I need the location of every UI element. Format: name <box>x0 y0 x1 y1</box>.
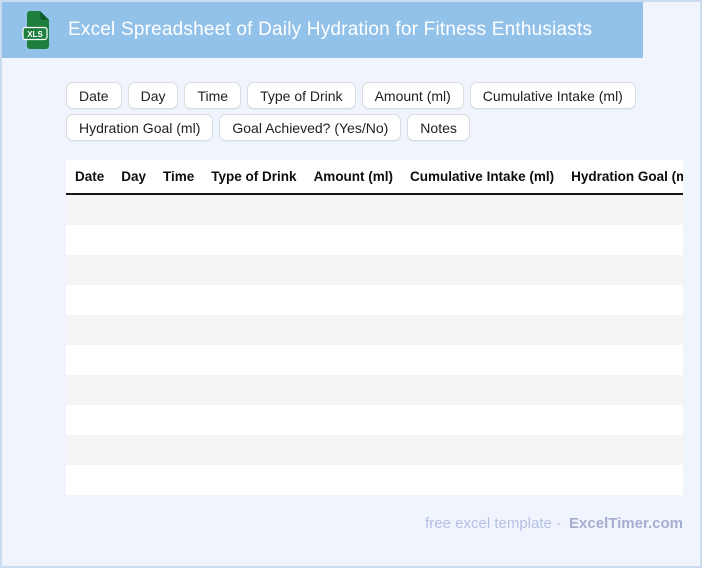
spreadsheet-preview: Date Day Time Type of Drink Amount (ml) Cumul… <box>66 160 683 495</box>
table-row <box>66 255 683 285</box>
xls-badge <box>22 26 48 41</box>
table-row <box>66 225 683 255</box>
file-fold <box>40 11 49 20</box>
chip-goal-achieved-yes-no[interactable]: Goal Achieved? (Yes/No) <box>219 114 402 141</box>
xls-file-icon: XLS <box>22 11 49 49</box>
chip-type-of-drink[interactable]: Type of Drink <box>247 82 356 109</box>
chip-cumulative-intake-ml[interactable]: Cumulative Intake (ml) <box>469 82 636 109</box>
table-row <box>66 285 683 315</box>
column-header-type-of-drink: Type of Drink <box>211 169 297 184</box>
column-chips: Date Day Time Type of Drink Amount (ml) Cumul… <box>66 82 644 141</box>
column-header-time: Time <box>163 169 195 184</box>
table-header-row: Date Day Time Type of Drink Amount (ml) Cumul… <box>66 160 683 195</box>
column-header-amount-ml: Amount (ml) <box>313 169 394 184</box>
column-header-cumulative-intake-ml: Cumulative Intake (ml) <box>410 169 555 184</box>
title-banner: XLS Excel Spreadsheet of Daily Hydration… <box>2 2 643 58</box>
column-header-day: Day <box>121 169 147 184</box>
table-row <box>66 435 683 465</box>
table-row <box>66 315 683 345</box>
xls-badge-label: XLS <box>27 30 43 39</box>
column-header-hydration-goal-ml: Hydration Goal (ml) <box>571 169 683 184</box>
footer: free excel template - ExcelTimer.com <box>66 515 683 532</box>
table-row <box>66 345 683 375</box>
chip-hydration-goal-ml[interactable]: Hydration Goal (ml) <box>66 114 214 141</box>
footer-text: free excel template - <box>425 515 562 532</box>
chip-date[interactable]: Date <box>66 82 122 109</box>
chip-time[interactable]: Time <box>184 82 242 109</box>
chip-amount-ml[interactable]: Amount (ml) <box>361 82 464 109</box>
footer-brand-link[interactable]: ExcelTimer.com <box>569 515 683 532</box>
table-body <box>66 195 683 495</box>
page-title: Excel Spreadsheet of Daily Hydration for… <box>68 19 593 40</box>
table-row <box>66 375 683 405</box>
table-row <box>66 465 683 495</box>
chip-day[interactable]: Day <box>127 82 179 109</box>
table-row <box>66 195 683 225</box>
table-row <box>66 405 683 435</box>
chip-notes[interactable]: Notes <box>407 114 470 141</box>
column-header-date: Date <box>75 169 105 184</box>
